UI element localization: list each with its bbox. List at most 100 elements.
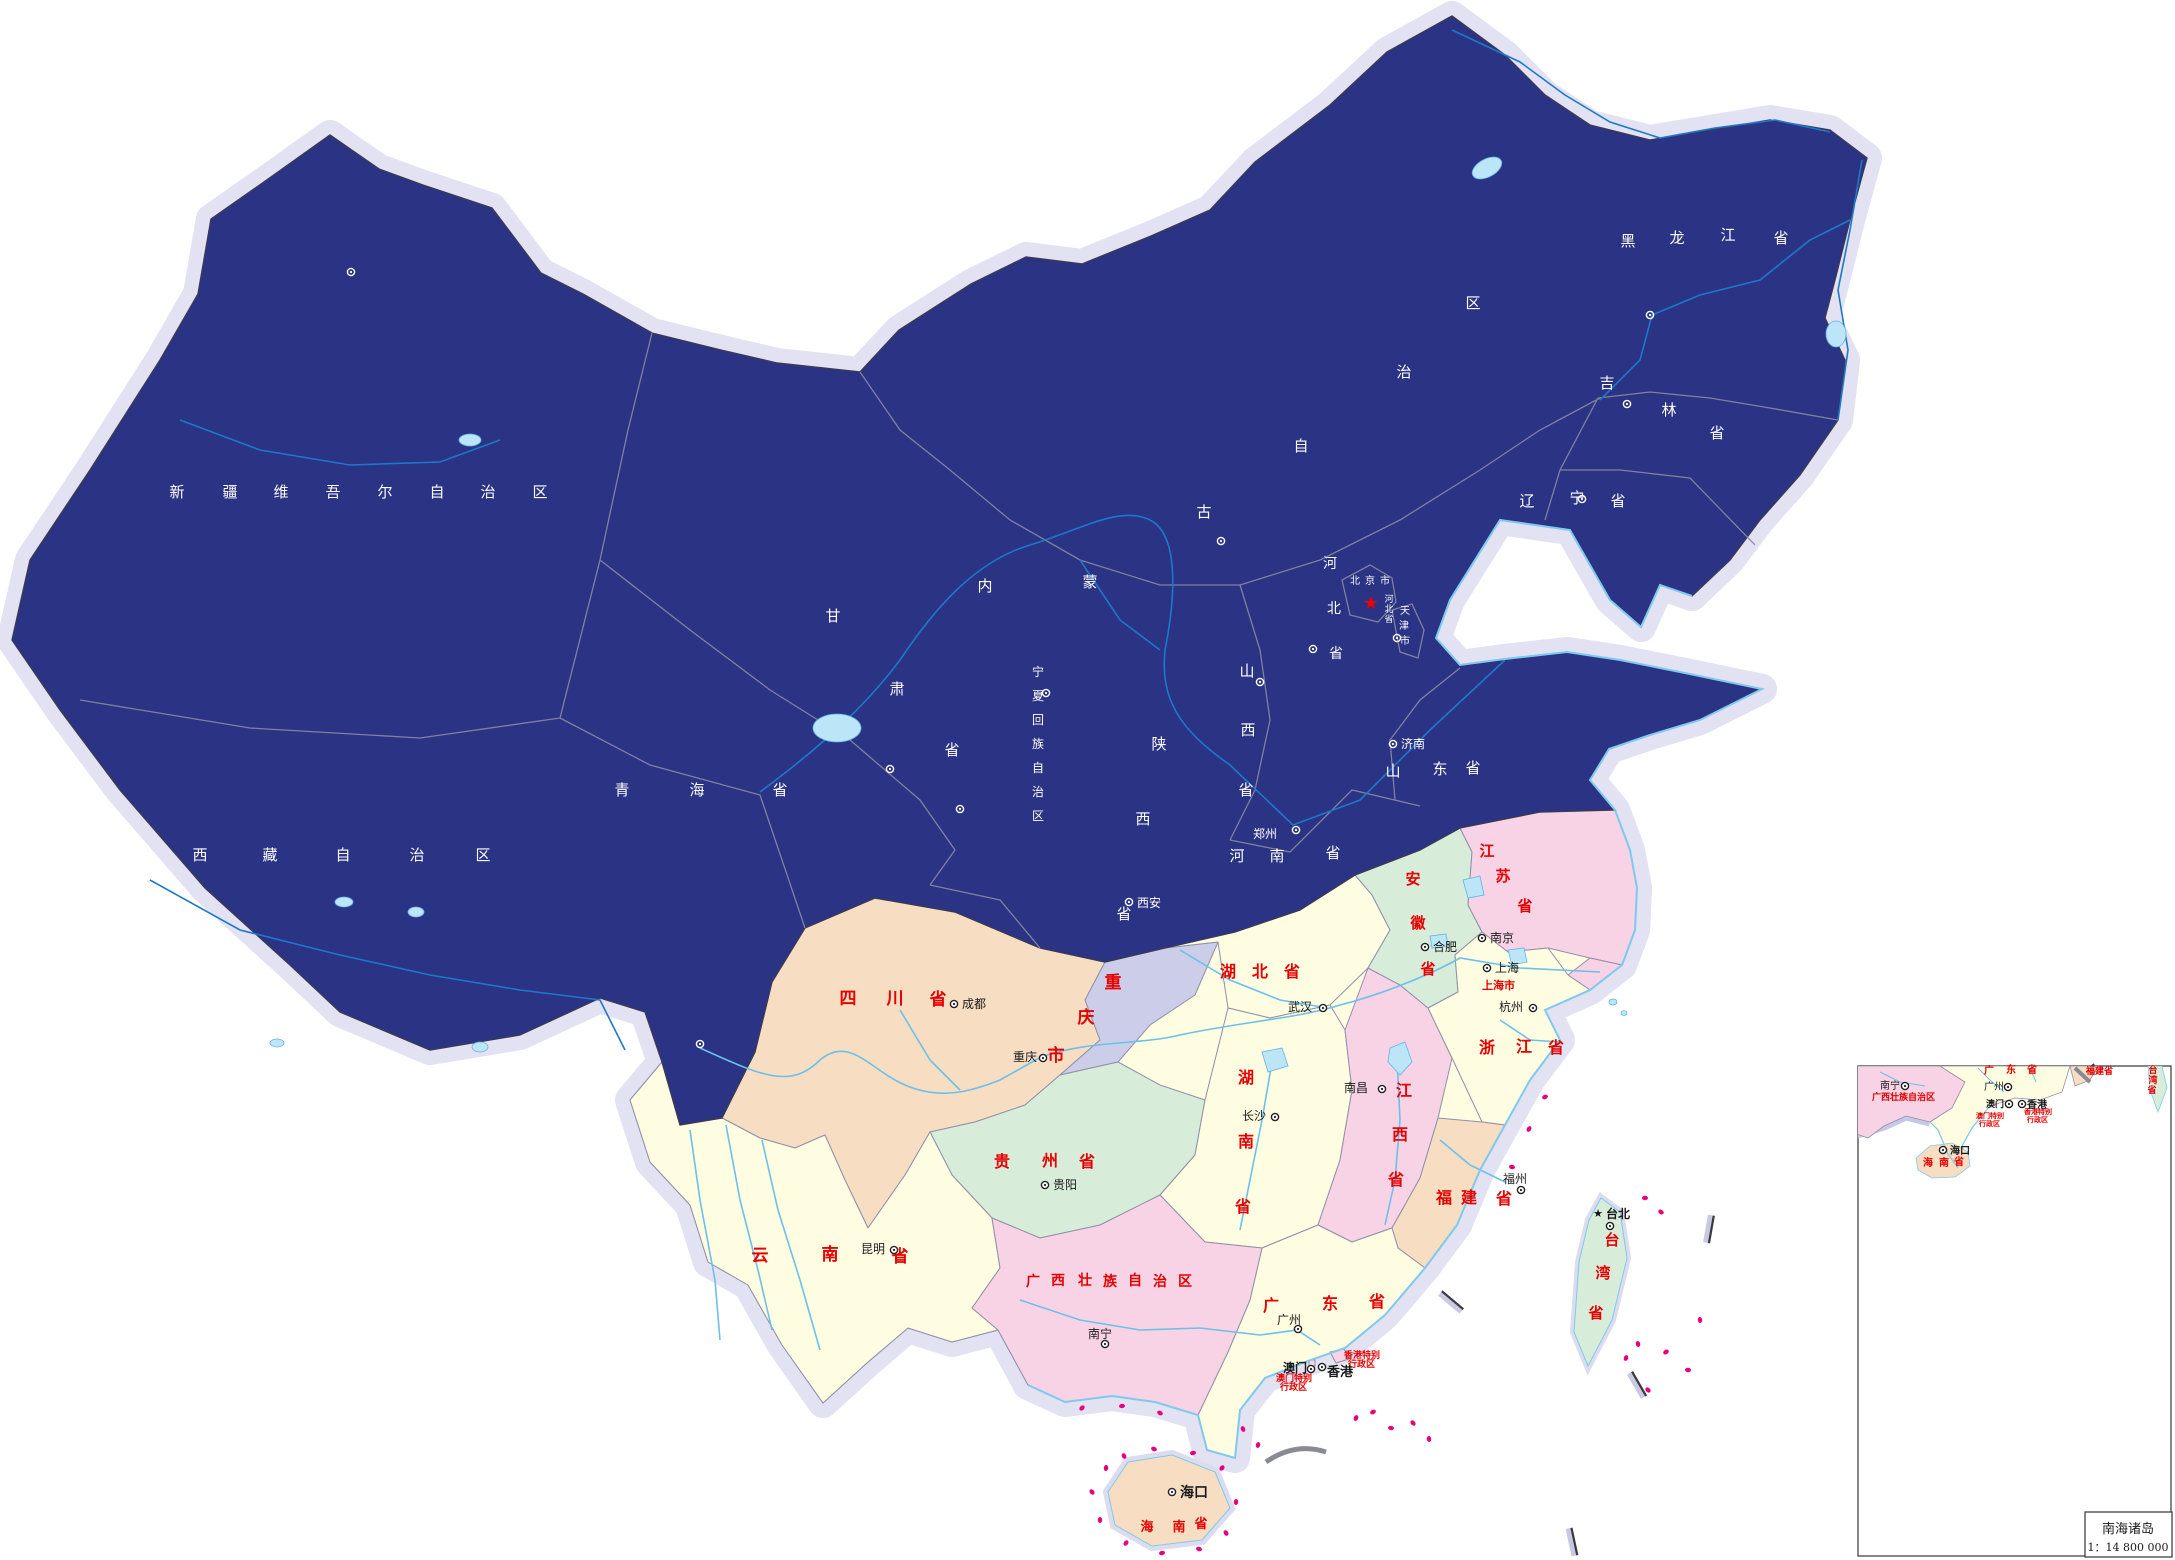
island-dot: [1658, 1209, 1664, 1215]
island-dot: [1635, 1341, 1641, 1347]
label-inset-hk-sar-2: 行政区: [2026, 1115, 2048, 1124]
label-hainan: 省: [1193, 1516, 1207, 1532]
city-marker-dot: [1531, 1006, 1535, 1010]
island-dot: [1697, 1317, 1703, 1323]
label-hunan: 湖: [1238, 1068, 1254, 1087]
label-xinjiang: 尔: [377, 483, 392, 501]
island-dot: [1623, 1355, 1629, 1361]
label-ningxia: 宁: [1032, 664, 1044, 679]
island-dot: [1255, 1442, 1261, 1448]
city-label-inset-hongkong: 香港: [2027, 1098, 2048, 1111]
label-inset-scale: 1：14 800 000: [2088, 1541, 2169, 1554]
label-inset-taiwan: 台: [2148, 1064, 2157, 1076]
island-dot: [1426, 1436, 1432, 1442]
city-label-kunming: 昆明: [861, 1242, 885, 1256]
city-label-inset-guangzhou: 广州: [1984, 1081, 2004, 1093]
city-marker-dot: [2006, 1085, 2010, 1089]
label-liaoning: 辽: [1519, 492, 1534, 510]
inset-rivers: [1879, 1067, 2037, 1093]
label-henan: 省: [1325, 844, 1340, 862]
island-dot: [1159, 1550, 1165, 1556]
city-marker-dot: [1041, 1056, 1045, 1060]
island-dot: [1353, 1415, 1359, 1421]
city-marker-ring: [695, 1039, 705, 1049]
city-label-chengdu: 成都: [962, 997, 986, 1011]
label-chongqing: 重: [1105, 972, 1122, 993]
label-guizhou: 州: [1041, 1151, 1058, 1170]
label-jilin: 吉: [1599, 374, 1614, 392]
label-jiangxi: 西: [1392, 1125, 1408, 1144]
island-dot: [1190, 1450, 1196, 1456]
label-hunan: 省: [1234, 1197, 1251, 1216]
city-label-nanchang: 南昌: [1344, 1080, 1368, 1095]
city-marker-dot: [1103, 1342, 1107, 1346]
city-marker-ring: [885, 764, 895, 774]
city-marker-dot: [1941, 1148, 1945, 1152]
label-taiwan: 省: [1587, 1304, 1603, 1322]
city-marker-dot: [1648, 313, 1652, 317]
label-xizang: 区: [475, 846, 490, 864]
island-dot: [1103, 1465, 1109, 1471]
label-inset-hainan: 南: [1939, 1156, 1949, 1169]
province-hainan[interactable]: [1107, 1454, 1231, 1547]
label-tianjin: 津: [1399, 620, 1409, 632]
city-label-hangzhou: 杭州: [1499, 999, 1523, 1014]
label-jiangsu: 苏: [1495, 867, 1510, 885]
inset-hainan-shape: [1915, 1142, 1971, 1179]
label-xinjiang: 自: [429, 483, 444, 501]
city-label-changsha: 长沙: [1242, 1109, 1266, 1123]
city-label-nanjing: 南京: [1490, 930, 1514, 945]
label-xinjiang: 吾: [325, 483, 340, 501]
label-inset-guangdong: 广: [1984, 1064, 1994, 1077]
label-inset-hainan: 省: [1953, 1155, 1964, 1168]
city-marker-dot: [958, 807, 962, 811]
label-ningxia: 治: [1032, 785, 1044, 799]
label-xizang: 治: [409, 846, 424, 864]
label-chongqing: 市: [1048, 1045, 1065, 1066]
label-anhui: 安: [1405, 870, 1420, 888]
island-dot: [1509, 1164, 1515, 1170]
province-taiwan[interactable]: [1573, 1197, 1628, 1367]
city-label-xian: 西安: [1137, 895, 1161, 910]
city-marker-dot: [1044, 691, 1048, 695]
city-marker-ring: [346, 267, 356, 277]
label-shanxi: 山: [1239, 662, 1254, 680]
label-tianjin: 市: [1400, 634, 1410, 647]
city-marker-dot: [1485, 966, 1489, 970]
city-marker-ring: [1392, 633, 1402, 643]
label-inset-guangdong: 东: [2006, 1063, 2016, 1076]
city-label-inset-haikou: 海口: [1950, 1144, 1970, 1157]
label-inset-title: 南海诸岛: [2102, 1521, 2154, 1537]
city-marker-ring: [1308, 644, 1318, 654]
city-marker-dot: [1625, 402, 1629, 406]
label-shanghai: 上海市: [1482, 978, 1515, 992]
label-beijing: 市: [1380, 574, 1390, 587]
island-dot: [1645, 1387, 1651, 1393]
city-marker-ring: [1622, 399, 1632, 409]
lakes: [269, 156, 1847, 1076]
label-neimenggu: 自: [1293, 437, 1308, 455]
inset-dash-strait: [2073, 1066, 2092, 1084]
label-gansu: 甘: [825, 607, 840, 625]
province-yunnan[interactable]: [629, 1061, 1001, 1404]
label-jilin: 林: [1661, 401, 1676, 419]
label-shaanxi: 西: [1135, 810, 1150, 828]
island-dot: [1410, 1420, 1416, 1426]
city-marker-ring: [1124, 897, 1134, 907]
label-hubei: 北: [1252, 962, 1268, 981]
label-guangxi: 治: [1153, 1273, 1167, 1290]
island-dot: [1388, 1425, 1394, 1431]
city-marker-dot: [2007, 1102, 2011, 1106]
rivers-north: [149, 29, 1863, 1051]
label-xizang: 自: [335, 846, 350, 864]
island-dot: [1196, 1546, 1202, 1552]
south-china-sea-inset: [1857, 1065, 2173, 1558]
city-marker-dot: [1903, 1084, 1907, 1088]
city-marker-dot: [1309, 1367, 1313, 1371]
label-guangxi: 壮: [1078, 1272, 1092, 1289]
city-marker-dot: [1311, 647, 1315, 651]
label-chongqing: 庆: [1078, 1007, 1095, 1028]
city-marker-dot: [698, 1042, 702, 1046]
label-inset-fujian: 福建省: [2085, 1065, 2113, 1077]
